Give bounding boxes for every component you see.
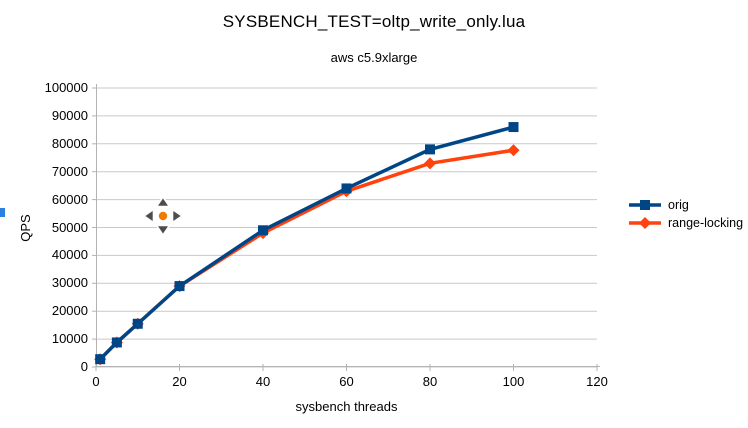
cursor-arrow-down-icon bbox=[155, 224, 171, 236]
y-tick-label: 0 bbox=[80, 359, 88, 374]
legend-label: orig bbox=[668, 198, 689, 212]
x-tick-label: 100 bbox=[502, 374, 525, 389]
y-axis-title: QPS bbox=[18, 214, 33, 242]
x-tick-label: 40 bbox=[255, 374, 271, 389]
y-tick-label: 60000 bbox=[51, 191, 88, 207]
y-tick-label: 90000 bbox=[51, 107, 88, 123]
cursor-arrow-left-icon bbox=[143, 208, 155, 224]
legend-sample-line-diamond bbox=[629, 217, 661, 229]
legend-sample-line-square bbox=[629, 200, 661, 210]
x-tick-label: 20 bbox=[172, 374, 187, 389]
x-tick-label: 120 bbox=[586, 374, 608, 389]
y-tick-label: 50000 bbox=[51, 219, 88, 235]
data-point-square-orig bbox=[341, 183, 352, 194]
y-tick-label: 70000 bbox=[51, 163, 88, 179]
y-tick-label: 100000 bbox=[44, 80, 88, 95]
cursor-arrow-right-icon bbox=[171, 208, 183, 224]
x-tick-label: 60 bbox=[339, 374, 354, 389]
move-cursor-icon bbox=[143, 196, 183, 236]
data-point-square-orig bbox=[132, 318, 143, 329]
x-tick-label: 80 bbox=[422, 374, 438, 389]
left-edge-marker bbox=[0, 208, 5, 217]
data-point-square-orig bbox=[425, 144, 435, 155]
data-point-square-orig bbox=[174, 281, 185, 292]
x-axis-title: sysbench threads bbox=[295, 399, 398, 414]
y-tick-label: 30000 bbox=[51, 275, 88, 291]
data-point-diamond-range-locking bbox=[507, 144, 520, 157]
x-tick-label: 0 bbox=[92, 374, 100, 389]
y-tick-label: 20000 bbox=[51, 303, 88, 319]
legend-item-orig: orig bbox=[628, 196, 743, 214]
data-point-square-orig bbox=[111, 337, 122, 348]
y-tick-label: 10000 bbox=[51, 331, 88, 347]
y-tick-label: 80000 bbox=[51, 135, 88, 151]
series-line-range-locking bbox=[98, 148, 514, 361]
legend-item-range-locking: range-locking bbox=[628, 214, 743, 232]
cursor-center-dot bbox=[157, 210, 169, 222]
data-point-square-orig bbox=[258, 225, 268, 236]
chart-title: SYSBENCH_TEST=oltp_write_only.lua bbox=[222, 12, 526, 31]
chart-subtitle: aws c5.9xlarge bbox=[330, 50, 418, 65]
cursor-arrow-up-icon bbox=[155, 196, 171, 208]
legend-label: range-locking bbox=[668, 216, 744, 230]
legend: orig range-locking bbox=[628, 196, 743, 232]
data-point-diamond-range-locking bbox=[424, 157, 436, 170]
series-line-orig bbox=[98, 125, 514, 361]
data-point-square-orig bbox=[508, 122, 519, 133]
y-tick-label: 40000 bbox=[51, 247, 88, 263]
data-point-square-orig bbox=[95, 354, 106, 365]
plot-area bbox=[92, 84, 600, 371]
